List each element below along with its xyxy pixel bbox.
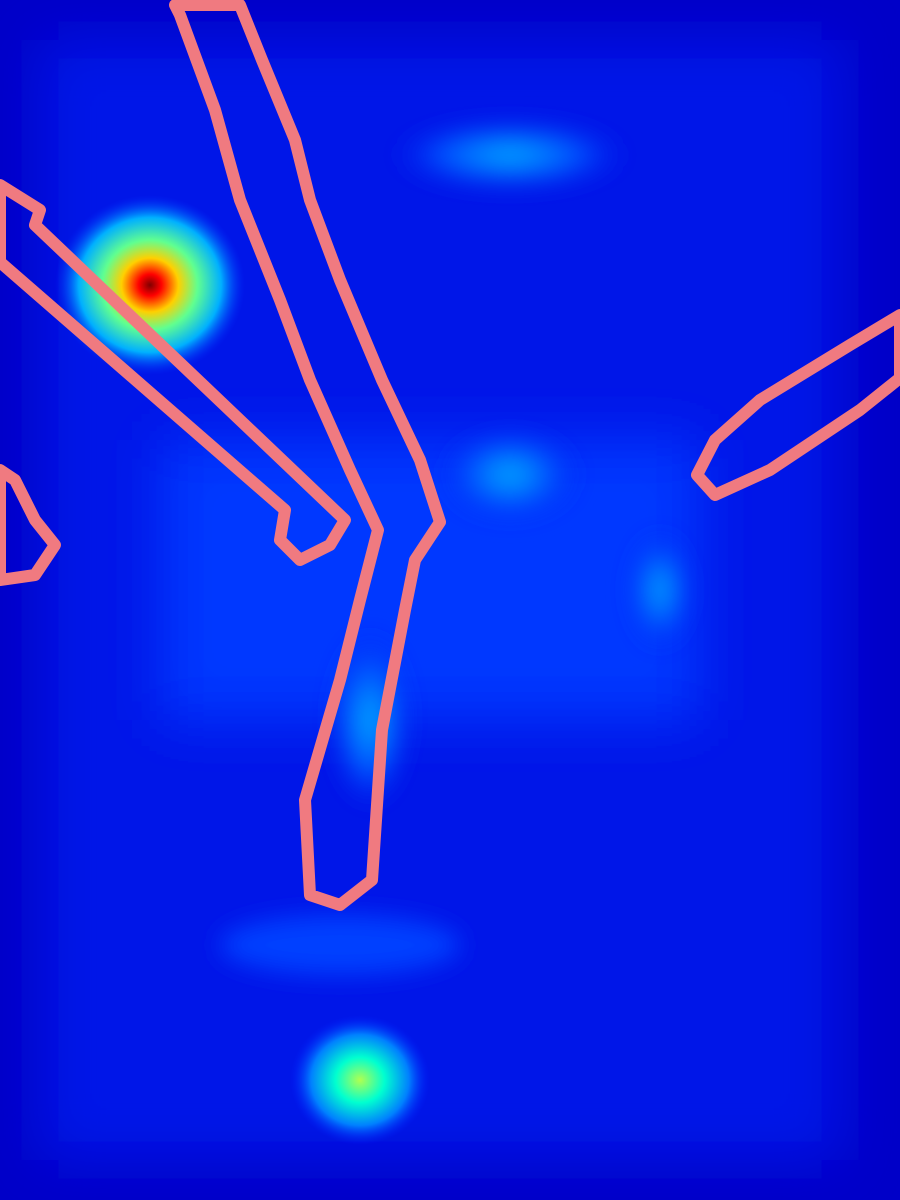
glow [630, 530, 690, 650]
outline [691, 309, 900, 501]
glow [440, 430, 580, 520]
hotspot [55, 195, 245, 375]
hotspot [290, 1015, 430, 1145]
outline [0, 464, 61, 586]
outline [169, 0, 446, 911]
glow [390, 120, 630, 190]
glow [220, 915, 460, 975]
outline [0, 179, 351, 566]
outlines [0, 0, 900, 911]
